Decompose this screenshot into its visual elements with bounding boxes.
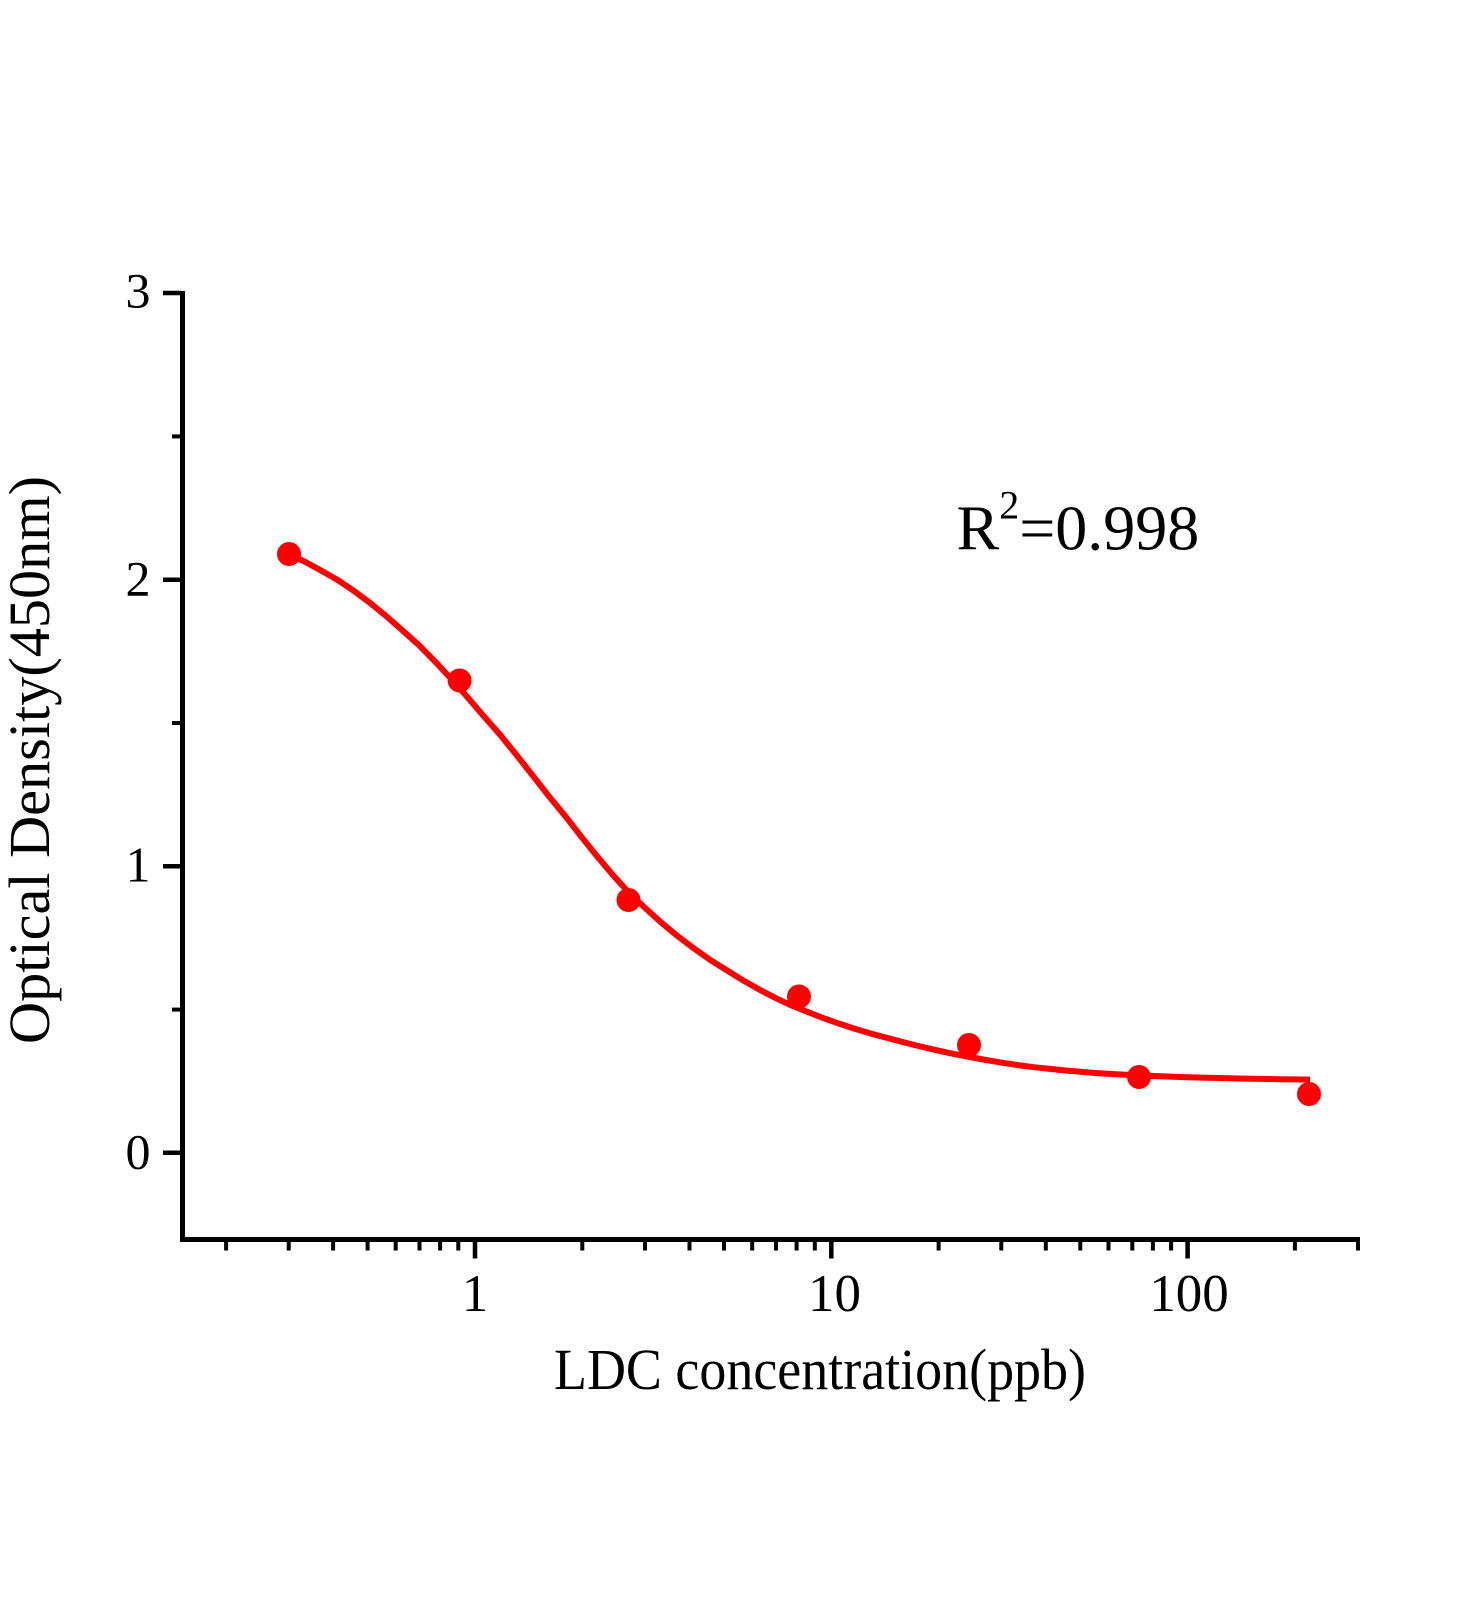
svg-text:1: 1 — [126, 837, 151, 893]
svg-text:LDC concentration(ppb): LDC concentration(ppb) — [554, 1337, 1086, 1402]
svg-text:R2=0.998: R2=0.998 — [957, 483, 1200, 564]
svg-text:Optical Density(450nm): Optical Density(450nm) — [0, 476, 62, 1044]
svg-text:0: 0 — [126, 1124, 151, 1180]
svg-text:3: 3 — [126, 263, 151, 319]
svg-text:10: 10 — [808, 1265, 861, 1323]
svg-text:100: 100 — [1149, 1265, 1229, 1323]
svg-text:2: 2 — [126, 551, 151, 607]
svg-text:1: 1 — [462, 1265, 489, 1323]
